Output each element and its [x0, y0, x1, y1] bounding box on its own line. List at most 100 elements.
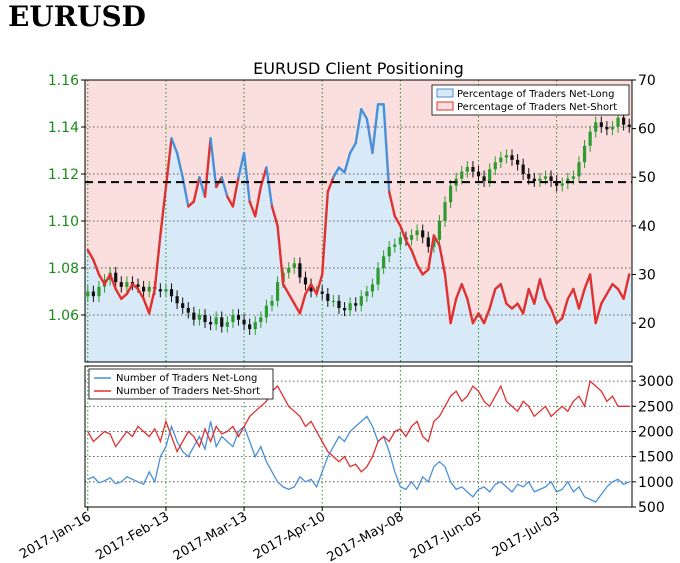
- candle-body: [560, 183, 564, 186]
- positioning-line-segment: [265, 166, 274, 208]
- positioning-line-segment: [259, 166, 268, 189]
- net-long-pct-fill: [224, 196, 231, 362]
- positioning-line-segment: [600, 292, 609, 305]
- candle-body: [599, 122, 603, 127]
- net-short-pct-fill: [509, 80, 516, 309]
- candle-body: [527, 174, 531, 179]
- positioning-line-segment: [120, 292, 129, 300]
- net-short-pct-fill: [179, 80, 186, 178]
- positioning-line-segment: [521, 287, 530, 315]
- net-short-pct-fill: [157, 80, 164, 236]
- net-long-pct-fill: [157, 235, 164, 362]
- bottom-tick-label: 1500: [638, 450, 674, 466]
- net-long-pct-fill: [347, 152, 354, 362]
- net-short-pct-fill: [542, 80, 549, 299]
- positioning-line-segment: [572, 287, 581, 310]
- positioning-line-segment: [516, 302, 525, 315]
- net-long-pct-fill: [609, 284, 616, 362]
- positioning-line-segment: [432, 234, 441, 247]
- net-long-pct-fill: [202, 196, 209, 362]
- positioning-line-segment: [488, 287, 497, 310]
- candle-body: [192, 312, 196, 320]
- candle-body: [354, 303, 358, 306]
- net-long-pct-fill: [509, 308, 516, 362]
- price-candles: [86, 111, 631, 335]
- net-short-pct-fill: [492, 80, 499, 290]
- net-long-pct-fill: [615, 289, 622, 362]
- net-short-pct-fill: [185, 80, 192, 207]
- positioning-line-segment: [343, 151, 352, 174]
- candle-body: [91, 291, 95, 297]
- candle-body: [136, 284, 140, 287]
- net-short-pct-fill: [565, 80, 571, 299]
- positioning-line-segment: [153, 234, 162, 291]
- x-tick-label: 2017-Apr-10: [251, 509, 328, 562]
- net-long-pct-fill: [263, 167, 270, 362]
- bottom-right-axis: 500 1000 1500 2000 2500 3000: [632, 374, 674, 516]
- net-short-pct-fill: [364, 80, 370, 119]
- net-long-pct-fill: [168, 138, 175, 362]
- candle-body: [97, 286, 101, 297]
- positioning-line-segment: [231, 176, 240, 208]
- positioning-line-segment: [365, 117, 374, 155]
- candle-body: [538, 178, 542, 182]
- legend-swatch-net-short-pct: [436, 101, 454, 111]
- positioning-line-segment: [427, 234, 436, 271]
- candle-body: [510, 155, 514, 160]
- net-long-pct-fill: [191, 201, 197, 362]
- net-short-pct-fill: [191, 80, 197, 202]
- net-short-pct-fill: [174, 80, 181, 153]
- net-short-pct-fill: [587, 80, 594, 275]
- candle-body: [588, 131, 592, 146]
- net-long-pct-fill: [258, 186, 264, 362]
- net-short-pct-fill: [112, 80, 119, 290]
- positioning-line-segment: [438, 244, 447, 276]
- page-title: EURUSD: [8, 0, 146, 33]
- net-long-pct-fill: [375, 104, 382, 362]
- positioning-line-segment: [86, 248, 95, 262]
- net-long-pct-fill: [118, 298, 125, 362]
- top-legend-box: [431, 84, 630, 116]
- left-tick-label: 1.08: [48, 261, 79, 277]
- net-long-pct-fill: [213, 186, 220, 362]
- positioning-line-segment: [382, 103, 391, 194]
- candle-body: [264, 305, 269, 318]
- net-long-pct-fill: [391, 216, 398, 362]
- positioning-line-segment: [142, 297, 151, 315]
- positioning-line-segment: [594, 302, 603, 325]
- net-short-pct-fill: [330, 80, 337, 178]
- net-long-pct-fill: [112, 289, 119, 362]
- candle-body: [432, 239, 436, 247]
- candle-body: [164, 289, 168, 292]
- net-long-pct-fill: [403, 240, 410, 362]
- net-long-pct-fill: [576, 308, 583, 362]
- net-long-pct-fill: [269, 206, 276, 362]
- net-long-pct-fill: [598, 303, 605, 362]
- candle-body: [365, 291, 369, 297]
- positioning-line-segment: [348, 142, 357, 155]
- positioning-line-segment: [622, 273, 631, 300]
- net-long-pct-fill: [537, 279, 543, 362]
- candle-body: [175, 296, 179, 304]
- net-long-pct-fill: [330, 177, 337, 362]
- positioning-line-segment: [281, 283, 290, 296]
- candle-body: [393, 244, 397, 247]
- positioning-line-segment: [315, 273, 324, 296]
- net-long-pct-fill: [96, 274, 103, 362]
- positioning-line-segment: [237, 151, 246, 179]
- net-short-pct-fill: [96, 80, 103, 275]
- net-short-pct-fill: [620, 80, 627, 299]
- positioning-line-segment: [159, 185, 168, 237]
- net-short-pct-fill: [347, 80, 354, 153]
- bottom-tick-label: 500: [638, 500, 665, 516]
- net-long-pct-fill: [503, 303, 510, 362]
- candle-body: [331, 300, 335, 302]
- candle-body: [359, 296, 363, 306]
- positioning-line-segment: [125, 283, 134, 296]
- net-long-pct-fill: [431, 235, 437, 362]
- net-short-pct-fill: [269, 80, 276, 207]
- candle-body: [326, 293, 330, 301]
- candle-body: [292, 263, 296, 268]
- net-short-pct-fill: [503, 80, 510, 304]
- right-tick-label: 30: [638, 267, 656, 283]
